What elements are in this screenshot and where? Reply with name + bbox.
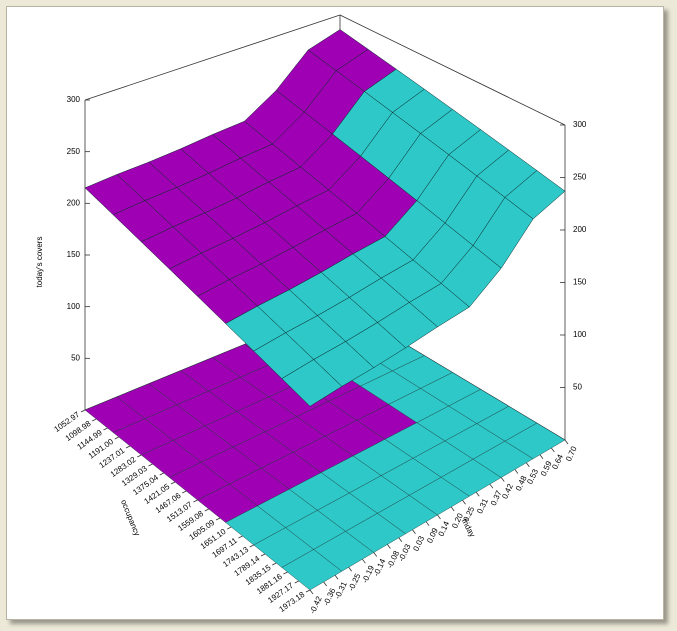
z-tick-label: 250 — [67, 147, 81, 156]
y-tick-label: 0.03 — [411, 534, 426, 552]
y-tick-label: 0.53 — [525, 467, 540, 485]
z-tick-label: 50 — [573, 383, 582, 392]
y-tick — [398, 537, 403, 543]
box-edge — [339, 14, 566, 126]
y-tick — [412, 529, 416, 534]
y-tick — [362, 558, 366, 564]
z-tick-label: 50 — [71, 353, 80, 362]
y-tick-label: -0.25 — [347, 572, 363, 593]
y-tick — [525, 462, 530, 468]
y-tick — [539, 454, 544, 459]
x-tick — [272, 562, 277, 566]
y-tick-label: -0.31 — [333, 580, 349, 601]
x-tick — [305, 589, 311, 593]
z-tick-label: 200 — [573, 225, 587, 234]
y-tick — [348, 566, 353, 572]
y-tick-label: 0.31 — [475, 497, 490, 515]
x-axis-label: occupancy — [119, 498, 142, 537]
y-tick — [489, 483, 494, 489]
z-axis-label: today's covers — [35, 237, 44, 288]
x-tick — [137, 454, 142, 458]
y-tick-label: -0.42 — [308, 594, 324, 615]
z-tick-label: 150 — [67, 250, 81, 259]
x-tick — [92, 418, 97, 422]
y-tick — [323, 581, 327, 587]
y-tick — [551, 447, 555, 453]
x-tick — [193, 499, 198, 503]
surface-cell — [281, 359, 343, 407]
x-tick — [238, 535, 243, 539]
y-tick — [334, 575, 339, 580]
x-tick — [204, 508, 209, 512]
x-tick — [114, 436, 119, 440]
x-tick — [260, 553, 266, 557]
x-tick — [80, 409, 86, 413]
y-tick — [462, 500, 466, 505]
y-tick-label: -0.03 — [397, 542, 413, 563]
y-tick — [425, 521, 430, 526]
z-tick-label: 300 — [67, 95, 81, 104]
z-tick-label: 150 — [573, 278, 587, 287]
y-tick — [514, 469, 519, 474]
x-tick — [182, 490, 187, 494]
y-tick-label: -0.14 — [372, 557, 388, 578]
z-tick-label: 250 — [573, 173, 587, 182]
y-tick — [373, 552, 378, 557]
y-tick — [387, 544, 391, 549]
x-tick — [294, 580, 299, 584]
y-tick — [500, 477, 505, 482]
y-tick-label: 0.64 — [550, 452, 565, 470]
y-tick — [450, 506, 455, 512]
z-tick-label: 100 — [573, 330, 587, 339]
x-tick — [148, 463, 153, 467]
box-edge — [84, 14, 341, 101]
z-tick-label: 100 — [67, 302, 81, 311]
x-tick — [283, 571, 288, 575]
x-tick — [215, 517, 221, 521]
y-tick-label: 0.14 — [436, 519, 451, 537]
x-tick — [227, 526, 232, 530]
y-tick-label: 0.70 — [564, 444, 579, 462]
y-tick — [437, 514, 441, 520]
z-tick-label: 300 — [573, 120, 587, 129]
x-tick — [159, 472, 164, 476]
x-tick — [103, 427, 108, 431]
x-tick — [170, 481, 176, 485]
y-tick — [475, 491, 480, 497]
y-tick-label: 0.25 — [462, 505, 477, 523]
y-tick-label: 0.42 — [500, 482, 515, 500]
y-tick — [309, 589, 314, 595]
x-tick — [249, 544, 254, 548]
y-tick — [564, 439, 569, 445]
x-tick — [125, 445, 131, 449]
z-tick-label: 200 — [67, 198, 81, 207]
